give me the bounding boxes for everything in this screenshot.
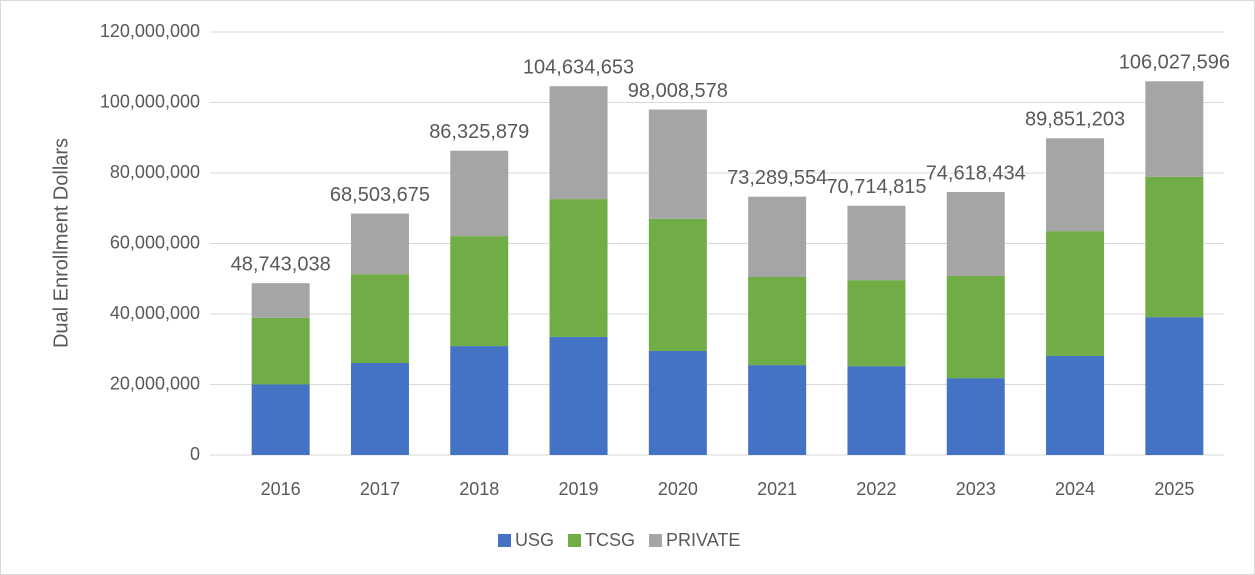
x-tick-label: 2023 <box>956 479 996 499</box>
legend-swatch <box>568 534 582 547</box>
x-tick-label: 2017 <box>360 479 400 499</box>
bar-segment <box>946 378 1005 455</box>
bar-segment <box>450 346 509 455</box>
y-tick-label: 120,000,000 <box>100 21 200 41</box>
bar-segment <box>648 351 707 455</box>
bar-segment <box>450 236 509 347</box>
x-tick-label: 2018 <box>459 479 499 499</box>
total-label: 104,634,653 <box>523 56 634 78</box>
y-tick-label: 20,000,000 <box>110 373 200 393</box>
bar-segment <box>648 218 707 352</box>
x-tick-label: 2022 <box>856 479 896 499</box>
total-label: 73,289,554 <box>727 167 827 189</box>
y-tick-label: 60,000,000 <box>110 232 200 252</box>
y-tick-label: 0 <box>190 444 200 464</box>
total-label: 89,851,203 <box>1025 109 1125 131</box>
bar-segment <box>1145 81 1204 177</box>
bar-segment <box>946 191 1005 276</box>
x-tick-label: 2025 <box>1154 479 1194 499</box>
legend-label: PRIVATE <box>666 530 740 550</box>
bar-segment <box>251 384 310 455</box>
x-tick-label: 2016 <box>261 479 301 499</box>
total-label: 70,714,815 <box>826 176 926 198</box>
bar-segment <box>549 86 608 200</box>
bar-segment <box>946 275 1005 379</box>
bar-segment <box>748 196 807 277</box>
bar-segment <box>748 365 807 455</box>
bar-segment <box>648 109 707 219</box>
bar-segment <box>350 213 409 275</box>
x-tick-label: 2019 <box>559 479 599 499</box>
bar-segment <box>847 205 906 281</box>
bar-segment <box>549 199 608 337</box>
bar-segment <box>1145 317 1204 455</box>
total-label: 86,325,879 <box>429 121 529 143</box>
bar-segment <box>1046 355 1105 455</box>
x-tick-label: 2021 <box>757 479 797 499</box>
bar-segment <box>1046 138 1105 232</box>
bar-segment <box>251 317 310 385</box>
y-tick-label: 100,000,000 <box>100 91 200 111</box>
bar-segment <box>251 283 310 318</box>
total-label: 48,743,038 <box>231 253 331 275</box>
total-label: 74,618,434 <box>926 162 1026 184</box>
x-tick-label: 2024 <box>1055 479 1095 499</box>
legend-swatch <box>649 534 663 547</box>
bar-segment <box>748 276 807 366</box>
y-axis-label: Dual Enrollment Dollars <box>50 138 72 348</box>
y-tick-label: 80,000,000 <box>110 162 200 182</box>
bar-segment <box>1145 176 1204 318</box>
bar-segment <box>847 366 906 455</box>
total-label: 98,008,578 <box>628 80 728 102</box>
y-tick-label: 40,000,000 <box>110 303 200 323</box>
bar-segment <box>350 362 409 455</box>
bar-segment <box>350 274 409 363</box>
legend-label: USG <box>515 530 554 550</box>
x-tick-label: 2020 <box>658 479 698 499</box>
bar-segment <box>847 280 906 367</box>
total-label: 106,027,596 <box>1119 52 1230 74</box>
legend-swatch <box>498 534 511 547</box>
legend-label: TCSG <box>585 530 635 550</box>
bar-segment <box>450 150 509 237</box>
total-label: 68,503,675 <box>330 184 430 206</box>
bar-segment <box>1046 231 1105 356</box>
bar-segment <box>549 336 608 455</box>
